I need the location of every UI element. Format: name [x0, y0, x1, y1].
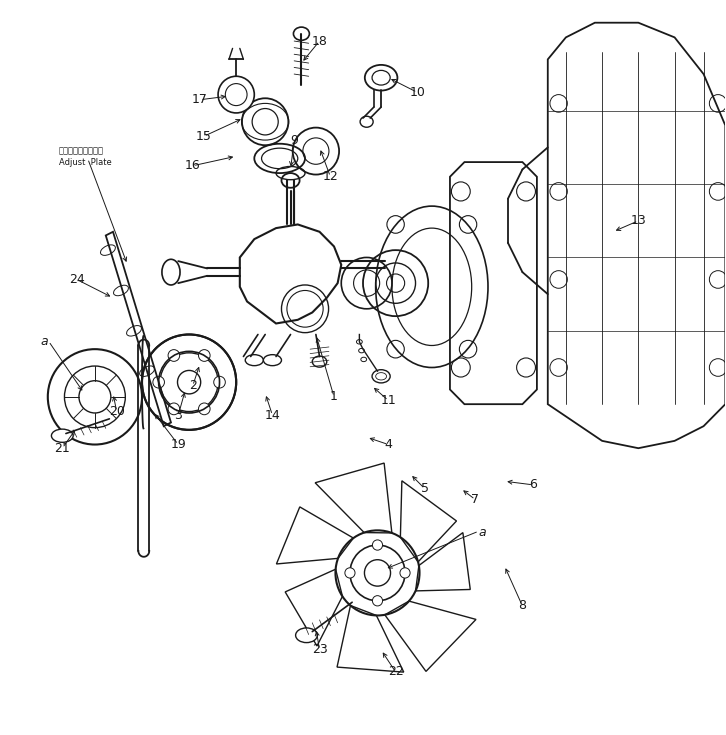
Text: 18: 18 [311, 35, 327, 48]
Text: 22: 22 [388, 665, 404, 678]
Text: 21: 21 [54, 442, 70, 455]
Text: 15: 15 [195, 130, 211, 143]
Text: 17: 17 [192, 93, 208, 107]
Text: 4: 4 [385, 438, 392, 451]
Ellipse shape [245, 355, 264, 366]
Circle shape [218, 76, 254, 113]
Text: 9: 9 [290, 134, 298, 146]
Ellipse shape [359, 348, 364, 353]
Text: a: a [41, 335, 48, 348]
Circle shape [372, 540, 383, 551]
Ellipse shape [372, 370, 390, 383]
Ellipse shape [356, 340, 362, 344]
Ellipse shape [295, 628, 317, 642]
Text: アジャストプレート: アジャストプレート [59, 146, 104, 156]
Ellipse shape [293, 27, 309, 40]
Ellipse shape [52, 429, 73, 442]
Text: a: a [478, 526, 486, 539]
Text: 12: 12 [322, 171, 338, 183]
Text: 7: 7 [471, 493, 479, 506]
Circle shape [168, 403, 179, 415]
Text: 2: 2 [189, 379, 197, 392]
Text: 13: 13 [630, 215, 646, 227]
Circle shape [153, 376, 165, 388]
Circle shape [178, 371, 200, 393]
Text: 16: 16 [185, 159, 200, 172]
Text: 5: 5 [420, 482, 428, 495]
Circle shape [177, 370, 200, 394]
Circle shape [198, 350, 210, 362]
Ellipse shape [312, 356, 327, 368]
Ellipse shape [264, 355, 282, 366]
Ellipse shape [360, 116, 373, 127]
Circle shape [168, 350, 179, 362]
Circle shape [345, 567, 355, 578]
Circle shape [364, 560, 391, 586]
Text: 23: 23 [311, 643, 327, 656]
Text: 8: 8 [518, 600, 526, 612]
Text: 14: 14 [264, 409, 280, 422]
Circle shape [400, 567, 410, 578]
Ellipse shape [282, 173, 300, 187]
Text: 11: 11 [380, 394, 396, 407]
Circle shape [372, 595, 383, 606]
Circle shape [198, 403, 210, 415]
Text: 24: 24 [69, 273, 85, 286]
Text: 6: 6 [529, 478, 537, 492]
Text: 3: 3 [174, 409, 182, 422]
Text: 1: 1 [330, 390, 338, 404]
Text: 10: 10 [409, 86, 425, 99]
Text: 20: 20 [109, 405, 125, 418]
Text: 19: 19 [171, 438, 186, 451]
Ellipse shape [361, 357, 367, 362]
Circle shape [213, 376, 225, 388]
Circle shape [79, 381, 111, 413]
Text: Adjust  Plate: Adjust Plate [59, 157, 111, 167]
